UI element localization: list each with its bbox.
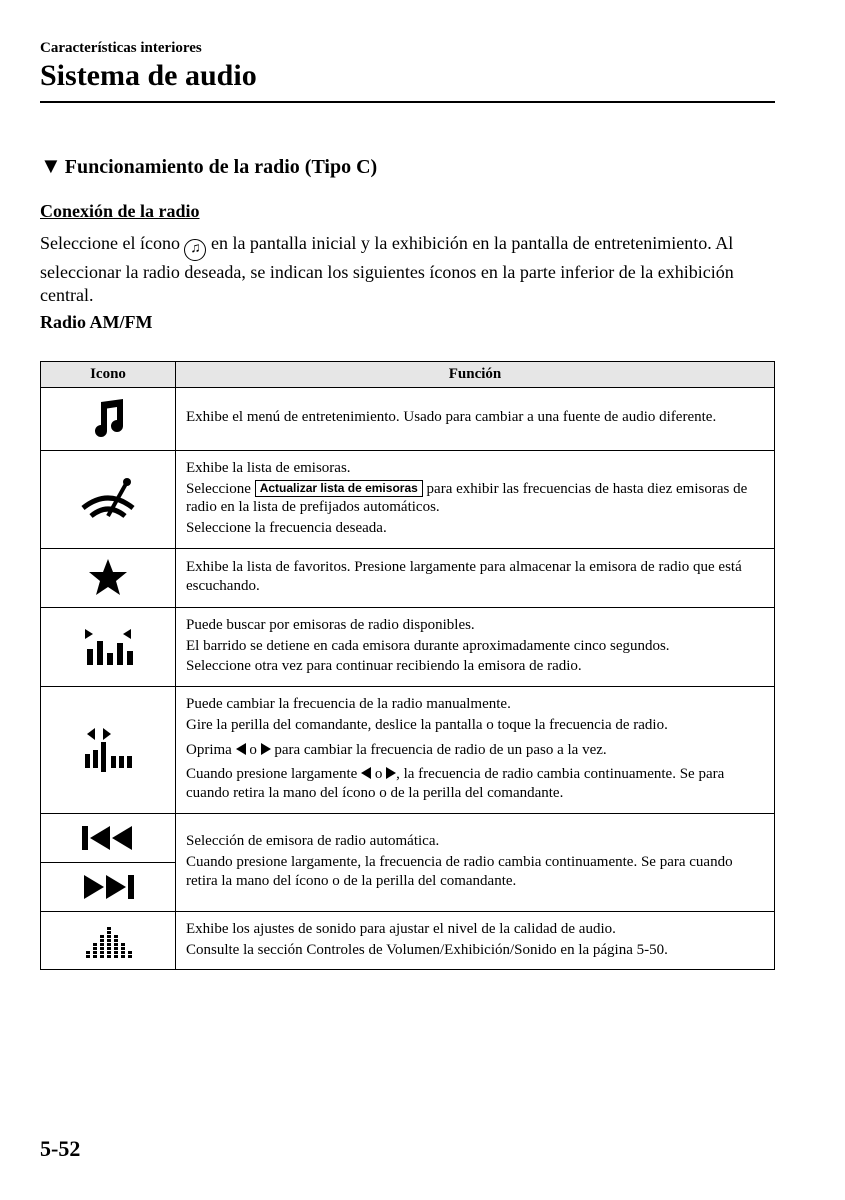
table-row: Puede buscar por emisoras de radio dispo… [41,607,775,686]
music-note-icon: ♫ [184,239,206,261]
functions-table: Icono Función Exhibe el menú de entreten… [40,361,775,971]
intro-pre: Seleccione el ícono [40,233,184,253]
right-arrow-icon [261,743,271,755]
scan-bars-icon [41,607,176,686]
update-station-list-button: Actualizar lista de emisoras [255,480,423,497]
left-arrow-icon [361,767,371,779]
function-text: Exhibe los ajustes de sonido para ajusta… [176,911,775,970]
function-text: Exhibe la lista de emisoras. Seleccione … [176,450,775,548]
table-row: Exhibe el menú de entretenimiento. Usado… [41,387,775,450]
skip-forward-icon [41,862,176,911]
section-heading-text: Funcionamiento de la radio (Tipo C) [65,156,377,179]
radio-type-label: Radio AM/FM [40,312,775,333]
col-header-icon: Icono [41,361,176,387]
table-row: Exhibe la lista de favoritos. Presione l… [41,548,775,607]
table-row: Puede cambiar la frecuencia de la radio … [41,687,775,814]
table-row: Exhibe los ajustes de sonido para ajusta… [41,911,775,970]
function-text: Exhibe la lista de favoritos. Presione l… [176,548,775,607]
radio-signal-icon [41,450,176,548]
music-note-icon [41,387,176,450]
table-row: Selección de emisora de radio automática… [41,813,775,862]
page-number: 5-52 [40,1136,80,1162]
page-title: Sistema de audio [40,59,775,103]
section-heading: ▼ Funcionamiento de la radio (Tipo C) [40,153,775,179]
table-row: Exhibe la lista de emisoras. Seleccione … [41,450,775,548]
equalizer-icon [41,911,176,970]
down-triangle-icon: ▼ [40,153,62,179]
col-header-function: Función [176,361,775,387]
right-arrow-icon [386,767,396,779]
breadcrumb: Características interiores [40,40,775,57]
intro-paragraph: Seleccione el ícono ♫ en la pantalla ini… [40,232,775,308]
function-text: Puede buscar por emisoras de radio dispo… [176,607,775,686]
manual-tune-icon [41,687,176,814]
function-text: Exhibe el menú de entretenimiento. Usado… [176,387,775,450]
sub-heading: Conexión de la radio [40,201,775,222]
function-text: Puede cambiar la frecuencia de la radio … [176,687,775,814]
skip-back-icon [41,813,176,862]
function-text: Selección de emisora de radio automática… [176,813,775,911]
left-arrow-icon [236,743,246,755]
star-icon [41,548,176,607]
